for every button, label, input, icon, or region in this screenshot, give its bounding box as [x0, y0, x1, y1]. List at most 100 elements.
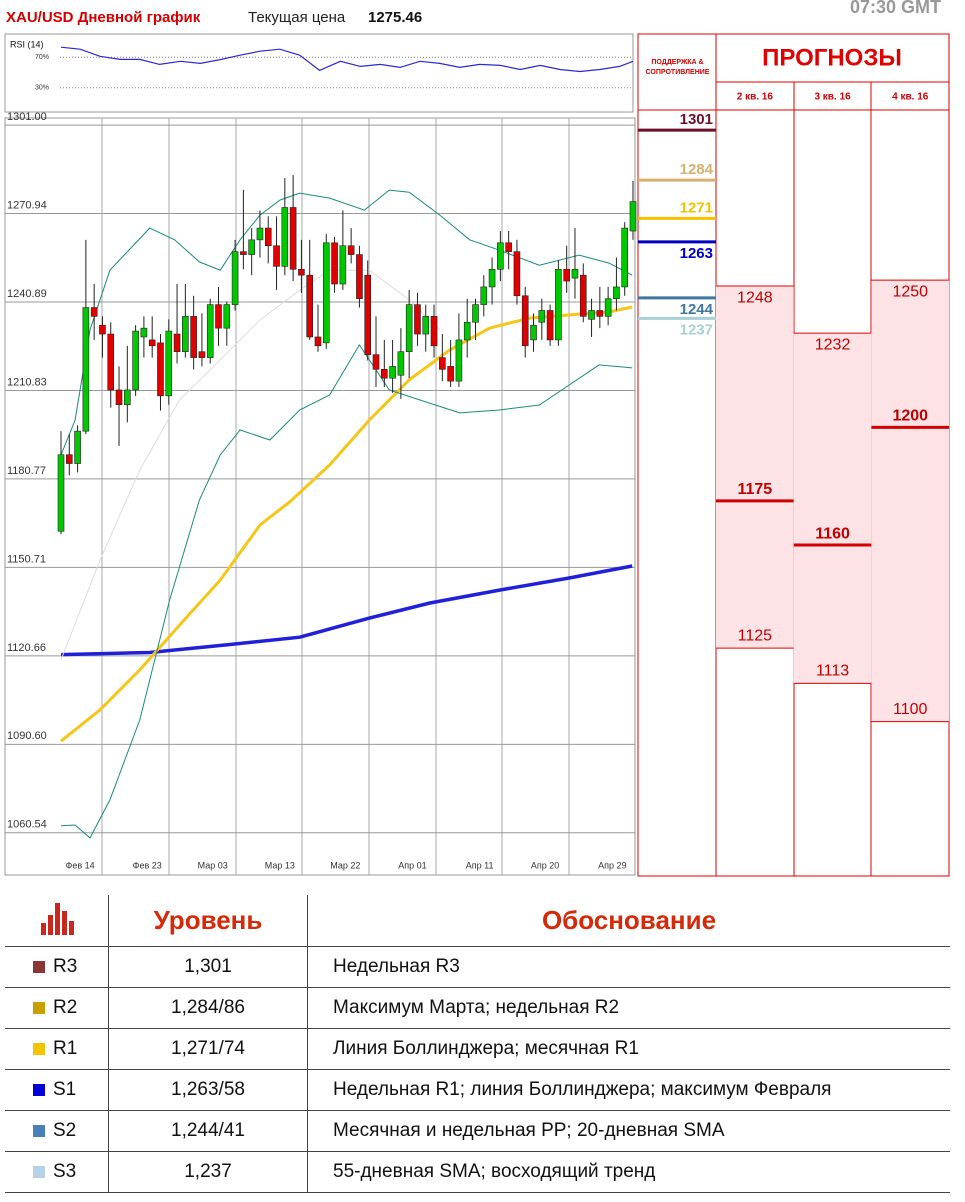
icon: [40, 903, 74, 935]
forecast-range: [793, 333, 872, 684]
candle-body: [364, 274, 372, 355]
candle-body: [82, 307, 90, 432]
level-name: R2: [53, 997, 78, 1018]
candle-body: [563, 268, 570, 282]
candle-body: [588, 310, 595, 320]
y-tick-label: 1120.66: [7, 642, 46, 654]
candle-body: [488, 268, 496, 288]
swatch: [33, 1001, 45, 1014]
level-value: 1,237: [108, 1151, 308, 1193]
forecast-low-label: 1113: [816, 663, 849, 680]
level-label: 1237: [680, 321, 713, 338]
level-reason: 55-дневная SMA; восходящий тренд: [307, 1151, 950, 1193]
forecast-mid-label: 1160: [815, 525, 850, 542]
level-reason: Месячная и недельная PP; 20-дневная SMA: [307, 1110, 950, 1152]
price: 1275.46: [368, 9, 422, 26]
table-row: R1 1,271/74 Линия Боллинджера; месячная R1: [5, 1028, 950, 1070]
candle-body: [596, 310, 604, 317]
candle-body: [579, 274, 587, 317]
swatch: [33, 1124, 45, 1137]
name-cell: R3: [5, 946, 109, 988]
candle-body: [546, 310, 554, 341]
forecast-low-label: 1125: [738, 627, 773, 644]
candle-body: [206, 304, 214, 358]
vgrid: [101, 118, 570, 875]
candle-body: [405, 304, 413, 352]
candle-body: [90, 307, 98, 317]
candle-body: [604, 298, 612, 317]
table-row: R2 1,284/86 Максимум Марта; недельная R2: [5, 987, 950, 1029]
candle-body: [215, 304, 222, 329]
forecast-low-label: 1100: [893, 701, 928, 718]
candle-body: [99, 324, 106, 335]
candle-body: [107, 333, 115, 391]
level-value: 1,263/58: [108, 1069, 308, 1111]
candle-body: [339, 245, 347, 285]
x-tick-label: Апр 29: [598, 860, 626, 870]
candle-body: [115, 389, 123, 405]
candle-body: [472, 304, 479, 323]
forecast-range: [716, 286, 794, 649]
candle-body: [629, 201, 637, 232]
candle-body: [264, 227, 272, 247]
rsi-tick-label: 30%: [35, 85, 49, 92]
y-tick-label: 1090.60: [7, 730, 47, 742]
candle-body: [298, 268, 305, 276]
price-label: Текущая цена: [248, 9, 346, 26]
candle-body: [314, 336, 322, 347]
swatch: [33, 960, 45, 973]
forecast-title: ПРОГНОЗЫ: [762, 44, 902, 71]
candle-body: [521, 295, 529, 347]
candle-body: [530, 324, 537, 341]
name-cell: S1: [5, 1069, 109, 1111]
candle-body: [306, 274, 313, 338]
candle-body: [124, 389, 131, 405]
level-name: R3: [53, 956, 78, 977]
x-tick-label: Мар 13: [265, 860, 295, 870]
candle-body: [397, 351, 405, 376]
name-cell: S3: [5, 1151, 109, 1193]
level-value: 1,301: [108, 946, 308, 988]
candle-body: [347, 245, 355, 255]
level-value: 1,244/41: [108, 1110, 308, 1152]
candle-body: [322, 242, 330, 344]
candle-body: [513, 251, 521, 297]
table-row: S2 1,244/41 Месячная и недельная PP; 20-дн…: [5, 1110, 950, 1152]
level-reason: Недельная R3: [307, 946, 950, 988]
candle-body: [231, 251, 239, 305]
level-name: S2: [53, 1120, 77, 1141]
x-tick-label: Фев 23: [133, 860, 162, 870]
forecast-high-label: 1248: [737, 289, 773, 306]
name-cell: S2: [5, 1110, 109, 1152]
candle-body: [430, 316, 438, 347]
level-reason: Недельная R1; линия Боллинджера; максиму…: [307, 1069, 950, 1111]
level-reason: Линия Боллинджера; месячная R1: [307, 1028, 950, 1070]
candle-body: [381, 369, 388, 379]
candle-body: [182, 316, 189, 352]
level-label: 1284: [680, 161, 714, 178]
name-cell: R2: [5, 987, 109, 1029]
candle-body: [273, 245, 280, 267]
candle-body: [74, 430, 81, 464]
candle-body: [356, 254, 363, 300]
table-row: S3 1,237 55-дневная SMA; восходящий тренд: [5, 1151, 950, 1193]
candle-body: [198, 351, 206, 358]
y-tick-label: 1150.71: [7, 553, 46, 565]
candle-body: [447, 366, 454, 382]
x-tick-label: Фев 14: [65, 860, 94, 870]
line: [60, 343, 633, 839]
y-tick-label: 1060.54: [7, 819, 47, 831]
level-label: 1271: [680, 199, 713, 216]
rsi-panel: [4, 33, 634, 113]
level-value: 1,271/74: [108, 1028, 308, 1070]
candle-body: [463, 321, 471, 341]
plot-frame: [4, 117, 636, 876]
line: [60, 305, 633, 743]
table-body: R3 1,301 Недельная R3 R2 1,284/86 Максимум Ма…: [5, 946, 950, 1193]
y-tick-label: 1301.00: [7, 111, 47, 123]
y-tick-label: 1270.94: [7, 199, 47, 211]
level-name: R1: [53, 1038, 78, 1059]
x-tick-label: Апр 01: [398, 860, 426, 870]
candle-body: [331, 242, 338, 285]
